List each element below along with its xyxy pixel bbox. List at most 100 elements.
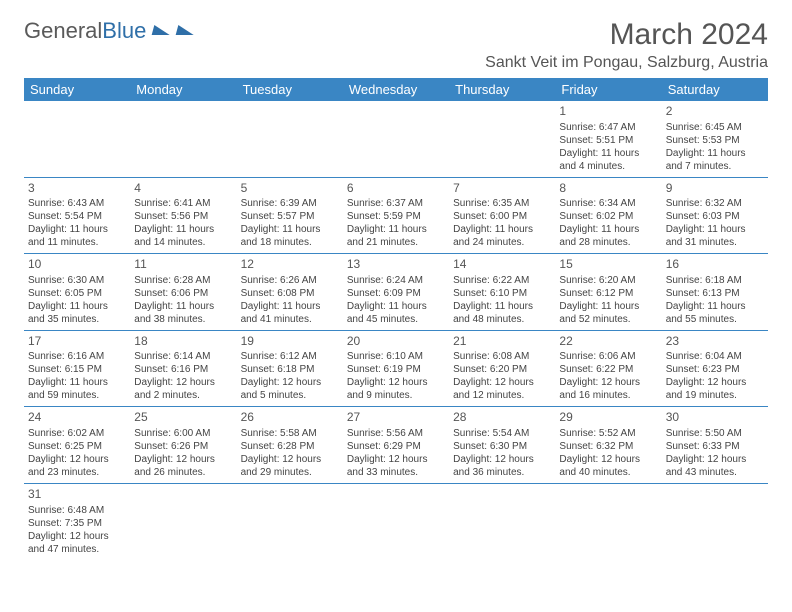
daylight-text: Daylight: 11 hours and 11 minutes. xyxy=(28,223,126,249)
sunrise-text: Sunrise: 6:26 AM xyxy=(241,274,339,287)
day-cell: 17Sunrise: 6:16 AMSunset: 6:15 PMDayligh… xyxy=(24,330,130,407)
sunset-text: Sunset: 6:06 PM xyxy=(134,287,232,300)
sunrise-text: Sunrise: 6:48 AM xyxy=(28,504,126,517)
calendar-row: 17Sunrise: 6:16 AMSunset: 6:15 PMDayligh… xyxy=(24,330,768,407)
sunset-text: Sunset: 6:15 PM xyxy=(28,363,126,376)
daylight-text: Daylight: 12 hours and 5 minutes. xyxy=(241,376,339,402)
day-cell: 10Sunrise: 6:30 AMSunset: 6:05 PMDayligh… xyxy=(24,254,130,331)
day-number: 3 xyxy=(28,181,126,197)
day-cell: 24Sunrise: 6:02 AMSunset: 6:25 PMDayligh… xyxy=(24,407,130,484)
sunset-text: Sunset: 6:28 PM xyxy=(241,440,339,453)
sunset-text: Sunset: 5:53 PM xyxy=(666,134,764,147)
day-number: 5 xyxy=(241,181,339,197)
sunset-text: Sunset: 6:02 PM xyxy=(559,210,657,223)
day-number: 25 xyxy=(134,410,232,426)
logo: GeneralBlue xyxy=(24,18,195,44)
sunrise-text: Sunrise: 6:22 AM xyxy=(453,274,551,287)
day-cell: 27Sunrise: 5:56 AMSunset: 6:29 PMDayligh… xyxy=(343,407,449,484)
sunrise-text: Sunrise: 6:14 AM xyxy=(134,350,232,363)
header: GeneralBlue March 2024 Sankt Veit im Pon… xyxy=(24,18,768,72)
day-number: 19 xyxy=(241,334,339,350)
sunrise-text: Sunrise: 6:37 AM xyxy=(347,197,445,210)
sunrise-text: Sunrise: 6:35 AM xyxy=(453,197,551,210)
day-header-friday: Friday xyxy=(555,78,661,101)
day-cell: 5Sunrise: 6:39 AMSunset: 5:57 PMDaylight… xyxy=(237,177,343,254)
calendar-row: 3Sunrise: 6:43 AMSunset: 5:54 PMDaylight… xyxy=(24,177,768,254)
empty-cell xyxy=(237,101,343,177)
sunrise-text: Sunrise: 6:24 AM xyxy=(347,274,445,287)
daylight-text: Daylight: 11 hours and 24 minutes. xyxy=(453,223,551,249)
daylight-text: Daylight: 12 hours and 29 minutes. xyxy=(241,453,339,479)
sunset-text: Sunset: 6:25 PM xyxy=(28,440,126,453)
sunset-text: Sunset: 6:05 PM xyxy=(28,287,126,300)
day-number: 12 xyxy=(241,257,339,273)
daylight-text: Daylight: 11 hours and 48 minutes. xyxy=(453,300,551,326)
day-number: 9 xyxy=(666,181,764,197)
day-cell: 6Sunrise: 6:37 AMSunset: 5:59 PMDaylight… xyxy=(343,177,449,254)
sunset-text: Sunset: 6:32 PM xyxy=(559,440,657,453)
sunrise-text: Sunrise: 6:41 AM xyxy=(134,197,232,210)
day-cell: 14Sunrise: 6:22 AMSunset: 6:10 PMDayligh… xyxy=(449,254,555,331)
daylight-text: Daylight: 12 hours and 16 minutes. xyxy=(559,376,657,402)
daylight-text: Daylight: 11 hours and 28 minutes. xyxy=(559,223,657,249)
sunrise-text: Sunrise: 5:52 AM xyxy=(559,427,657,440)
calendar-table: SundayMondayTuesdayWednesdayThursdayFrid… xyxy=(24,78,768,560)
sunset-text: Sunset: 6:16 PM xyxy=(134,363,232,376)
daylight-text: Daylight: 12 hours and 36 minutes. xyxy=(453,453,551,479)
daylight-text: Daylight: 11 hours and 7 minutes. xyxy=(666,147,764,173)
sunset-text: Sunset: 6:23 PM xyxy=(666,363,764,376)
sunrise-text: Sunrise: 6:06 AM xyxy=(559,350,657,363)
daylight-text: Daylight: 11 hours and 38 minutes. xyxy=(134,300,232,326)
empty-cell xyxy=(130,483,236,559)
day-number: 28 xyxy=(453,410,551,426)
day-cell: 2Sunrise: 6:45 AMSunset: 5:53 PMDaylight… xyxy=(662,101,768,177)
sunrise-text: Sunrise: 6:47 AM xyxy=(559,121,657,134)
location: Sankt Veit im Pongau, Salzburg, Austria xyxy=(485,54,768,72)
day-number: 16 xyxy=(666,257,764,273)
day-cell: 29Sunrise: 5:52 AMSunset: 6:32 PMDayligh… xyxy=(555,407,661,484)
sunset-text: Sunset: 6:18 PM xyxy=(241,363,339,376)
empty-cell xyxy=(24,101,130,177)
sunset-text: Sunset: 6:19 PM xyxy=(347,363,445,376)
calendar-row: 10Sunrise: 6:30 AMSunset: 6:05 PMDayligh… xyxy=(24,254,768,331)
day-cell: 9Sunrise: 6:32 AMSunset: 6:03 PMDaylight… xyxy=(662,177,768,254)
day-number: 7 xyxy=(453,181,551,197)
sunrise-text: Sunrise: 5:54 AM xyxy=(453,427,551,440)
daylight-text: Daylight: 11 hours and 21 minutes. xyxy=(347,223,445,249)
sunset-text: Sunset: 7:35 PM xyxy=(28,517,126,530)
day-cell: 1Sunrise: 6:47 AMSunset: 5:51 PMDaylight… xyxy=(555,101,661,177)
logo-icon xyxy=(149,25,195,35)
logo-text-1: General xyxy=(24,18,102,44)
daylight-text: Daylight: 12 hours and 2 minutes. xyxy=(134,376,232,402)
sunset-text: Sunset: 6:12 PM xyxy=(559,287,657,300)
day-number: 21 xyxy=(453,334,551,350)
sunrise-text: Sunrise: 6:08 AM xyxy=(453,350,551,363)
sunrise-text: Sunrise: 6:00 AM xyxy=(134,427,232,440)
daylight-text: Daylight: 12 hours and 26 minutes. xyxy=(134,453,232,479)
day-cell: 12Sunrise: 6:26 AMSunset: 6:08 PMDayligh… xyxy=(237,254,343,331)
daylight-text: Daylight: 11 hours and 35 minutes. xyxy=(28,300,126,326)
calendar-row: 31Sunrise: 6:48 AMSunset: 7:35 PMDayligh… xyxy=(24,483,768,559)
day-cell: 25Sunrise: 6:00 AMSunset: 6:26 PMDayligh… xyxy=(130,407,236,484)
daylight-text: Daylight: 11 hours and 4 minutes. xyxy=(559,147,657,173)
sunset-text: Sunset: 5:59 PM xyxy=(347,210,445,223)
sunset-text: Sunset: 6:10 PM xyxy=(453,287,551,300)
daylight-text: Daylight: 12 hours and 33 minutes. xyxy=(347,453,445,479)
sunrise-text: Sunrise: 6:43 AM xyxy=(28,197,126,210)
sunset-text: Sunset: 5:57 PM xyxy=(241,210,339,223)
sunset-text: Sunset: 6:09 PM xyxy=(347,287,445,300)
sunrise-text: Sunrise: 6:02 AM xyxy=(28,427,126,440)
empty-cell xyxy=(130,101,236,177)
day-number: 31 xyxy=(28,487,126,503)
day-cell: 20Sunrise: 6:10 AMSunset: 6:19 PMDayligh… xyxy=(343,330,449,407)
empty-cell xyxy=(449,101,555,177)
calendar-row: 1Sunrise: 6:47 AMSunset: 5:51 PMDaylight… xyxy=(24,101,768,177)
sunrise-text: Sunrise: 6:12 AM xyxy=(241,350,339,363)
sunset-text: Sunset: 6:08 PM xyxy=(241,287,339,300)
daylight-text: Daylight: 12 hours and 12 minutes. xyxy=(453,376,551,402)
day-cell: 8Sunrise: 6:34 AMSunset: 6:02 PMDaylight… xyxy=(555,177,661,254)
day-header-sunday: Sunday xyxy=(24,78,130,101)
day-header-tuesday: Tuesday xyxy=(237,78,343,101)
sunrise-text: Sunrise: 6:10 AM xyxy=(347,350,445,363)
day-number: 4 xyxy=(134,181,232,197)
